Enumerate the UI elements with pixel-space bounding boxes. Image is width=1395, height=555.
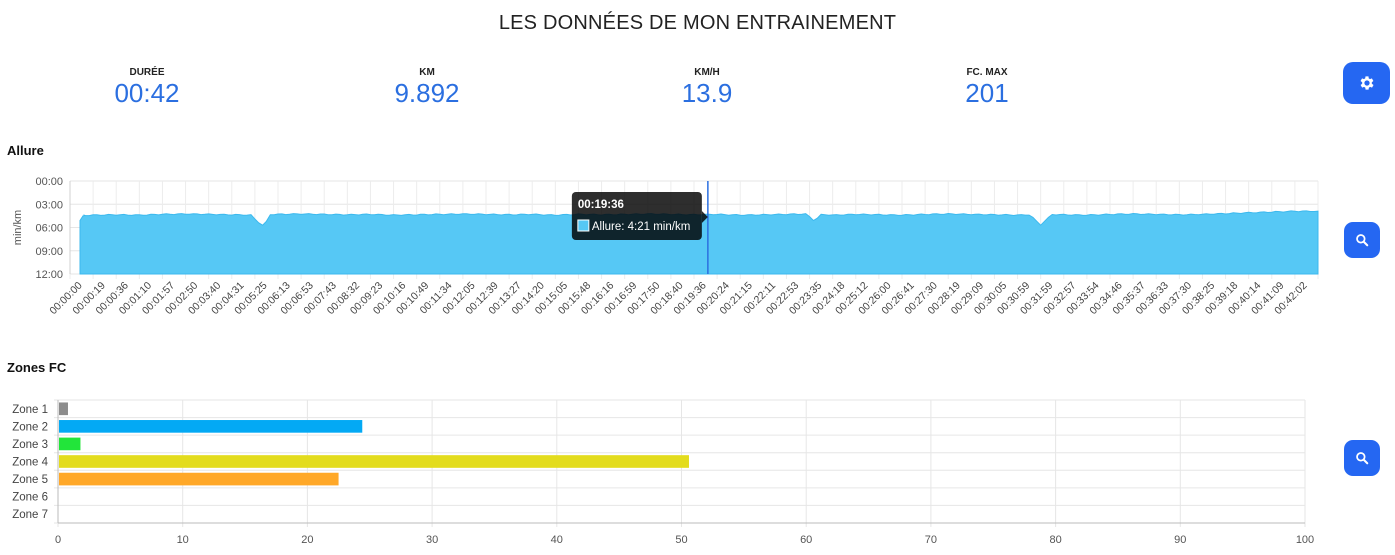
tooltip-label: Allure: 4:21 min/km [592,221,690,233]
stat-distance: KM 9.892 [347,67,507,107]
zones-chart[interactable]: 0 10 20 30 40 50 60 70 80 90 100 Zone 1 Zone 2 Zone 3… [0,395,1330,555]
zone-bar [59,402,68,416]
stat-label: DURÉE [129,67,165,78]
stat-label: KM/H [694,67,720,78]
zone-bar [59,437,81,451]
tooltip-title: 00:19:36 [578,199,624,211]
x-tick-label: 10 [177,534,189,546]
x-tick-label: 90 [1174,534,1186,546]
settings-button[interactable] [1343,62,1390,104]
stat-value: 13.9 [681,78,733,108]
category-label: Zone 6 [12,492,48,504]
tooltip-box [571,192,702,240]
page-title: LES DONNÉES DE MON ENTRAINEMENT [498,12,897,34]
stat-value: 00:42 [114,78,180,108]
stat-label: FC. MAX [966,67,1008,78]
x-tick-label: 50 [675,534,687,546]
category-label: Zone 7 [12,509,48,521]
allure-zoom-button[interactable] [1344,222,1380,258]
stat-value: 9.892 [394,78,460,108]
x-tick-label: 40 [551,534,563,546]
gear-icon [1360,76,1374,90]
x-tick-label: 80 [1049,534,1061,546]
y-tick-label: 09:00 [35,246,63,258]
category-label: Zone 3 [12,439,48,451]
category-label: Zone 1 [12,404,48,416]
stat-fc-max: FC. MAX 201 [907,67,1067,107]
zone-bar [59,455,689,468]
y-axis-label: min/km [12,210,24,245]
zones-zoom-button[interactable] [1344,440,1380,476]
zones-title: Zones FC [7,360,67,375]
allure-chart[interactable]: 00:0003:0006:0009:0012:00min/km00:00:000… [0,170,1330,360]
stat-value: 201 [965,78,1009,108]
allure-title: Allure [7,143,44,158]
y-tick-label: 03:00 [35,199,63,211]
search-icon [1356,234,1369,247]
stat-duration: DURÉE 00:42 [67,67,227,107]
y-tick-label: 06:00 [35,223,63,235]
search-icon [1356,452,1369,465]
x-tick-label: 100 [1296,534,1314,546]
category-label: Zone 4 [12,457,48,469]
category-label: Zone 5 [12,474,48,486]
x-tick-label: 30 [426,534,438,546]
zone-bar [59,420,363,433]
tooltip-caret [701,211,708,223]
x-tick-label: 70 [925,534,937,546]
x-tick-label: 60 [800,534,812,546]
y-tick-label: 12:00 [35,269,63,281]
x-tick-label: 0 [55,534,61,546]
stat-label: KM [419,67,435,78]
category-label: Zone 2 [12,421,48,433]
tooltip-swatch [577,219,590,232]
y-tick-label: 00:00 [35,176,63,188]
stat-speed: KM/H 13.9 [627,67,787,107]
tooltip: 00:19:36 Allure: 4:21 min/km [571,192,708,240]
x-tick-label: 20 [301,534,313,546]
zone-bar [59,472,339,486]
